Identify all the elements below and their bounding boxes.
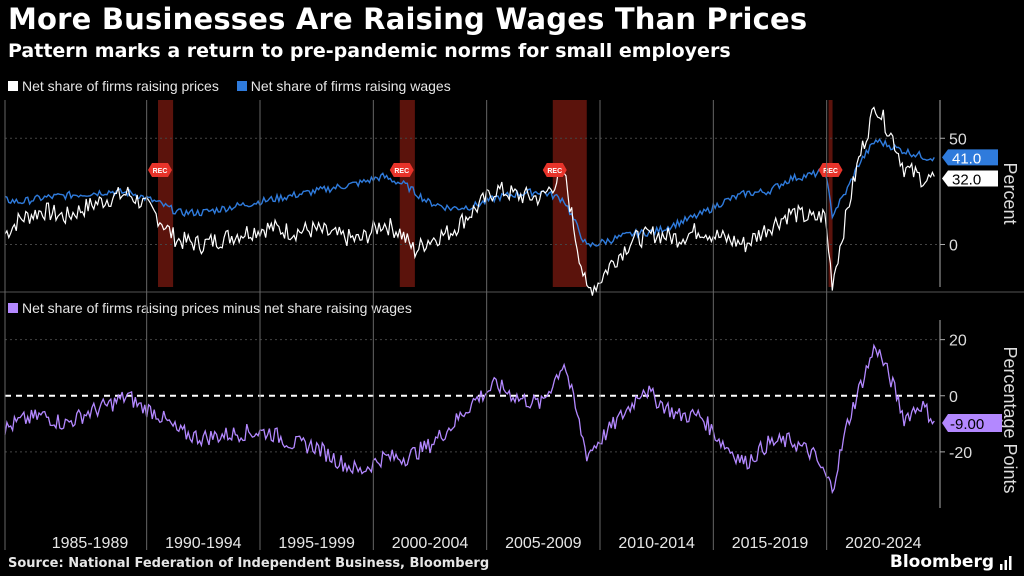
legend-swatch-prices [8, 81, 18, 92]
x-tick-label-5: 2005-2009 [505, 535, 582, 552]
x-tick-label-8: 2020-2024 [845, 535, 922, 552]
x-tick-label-6: 2010-2014 [618, 535, 695, 552]
recession-badge-label-1: REC [153, 168, 168, 175]
recession-badge-shape-3 [542, 163, 567, 177]
bottom-ytick-label-0: 0 [949, 389, 958, 406]
series-line-prices [4, 106, 935, 296]
bloomberg-terminal-icon [1000, 556, 1012, 570]
brand-name: Bloomberg [889, 552, 994, 572]
x-tick-label-1: 1985-1989 [52, 535, 129, 552]
x-tick-label-7: 2015-2019 [732, 535, 809, 552]
recession-badge-label-2: REC [394, 168, 409, 175]
bottom-ytick-label-20: 20 [949, 333, 967, 350]
legend-label-wages: Net share of firms raising wages [250, 78, 451, 94]
end-label-difference-box [942, 414, 1002, 433]
bottom-chart-legend: Net share of firms raising prices minus … [8, 300, 426, 316]
recession-badge-label-3: REC [547, 168, 562, 175]
x-tick-label-2: 1990-1994 [165, 535, 242, 552]
source-note: Source: National Federation of Independe… [8, 556, 490, 571]
bottom-ytick-label--20: -20 [949, 445, 972, 462]
top-ytick-label-0: 0 [949, 238, 958, 255]
recession-badge-shape-1 [148, 163, 172, 177]
legend-swatch-difference [8, 303, 18, 314]
end-label-wages: 41.0 [942, 149, 998, 167]
end-label-wages-box [942, 149, 998, 166]
recession-badge-shape-4 [818, 163, 843, 177]
recession-badge-label-4: REC [823, 168, 838, 175]
end-label-prices: 32.0 [942, 170, 998, 189]
end-label-prices-text: 32.0 [952, 172, 981, 189]
chart-subtitle: Pattern marks a return to pre-pandemic n… [8, 40, 731, 62]
end-label-wages-text: 41.0 [952, 150, 981, 167]
end-label-difference-text: -9.00 [950, 416, 984, 433]
end-label-difference: -9.00 [942, 414, 1002, 433]
legend-item-difference: Net share of firms raising prices minus … [8, 300, 412, 316]
recession-band-2 [399, 100, 415, 287]
top-chart-legend: Net share of firms raising prices Net sh… [8, 78, 465, 94]
legend-label-prices: Net share of firms raising prices [22, 78, 219, 94]
x-tick-label-3: 1995-1999 [278, 535, 355, 552]
recession-band-1 [158, 100, 174, 287]
series-line-wages [4, 137, 935, 248]
x-tick-label-4: 2000-2004 [392, 535, 469, 552]
legend-swatch-wages [236, 81, 247, 92]
legend-item-wages: Net share of firms raising wages [236, 78, 451, 94]
end-label-prices-box [942, 170, 998, 187]
series-line-difference [4, 343, 935, 495]
recession-band-4 [828, 100, 833, 287]
bottom-ylabel: Percentage Points [1000, 346, 1020, 493]
recession-badge-4: REC [818, 163, 843, 177]
legend-item-prices: Net share of firms raising prices [8, 78, 219, 94]
recession-badge-3: REC [542, 163, 567, 177]
recession-badge-1: REC [148, 163, 172, 177]
top-ytick-label-50: 50 [949, 131, 967, 148]
recession-badge-2: REC [389, 163, 414, 177]
recession-band-3 [552, 100, 587, 287]
top-ylabel: Percent [1000, 162, 1020, 224]
chart-title: More Businesses Are Raising Wages Than P… [8, 2, 808, 36]
legend-label-difference: Net share of firms raising prices minus … [22, 300, 412, 316]
recession-badge-shape-2 [389, 163, 414, 177]
